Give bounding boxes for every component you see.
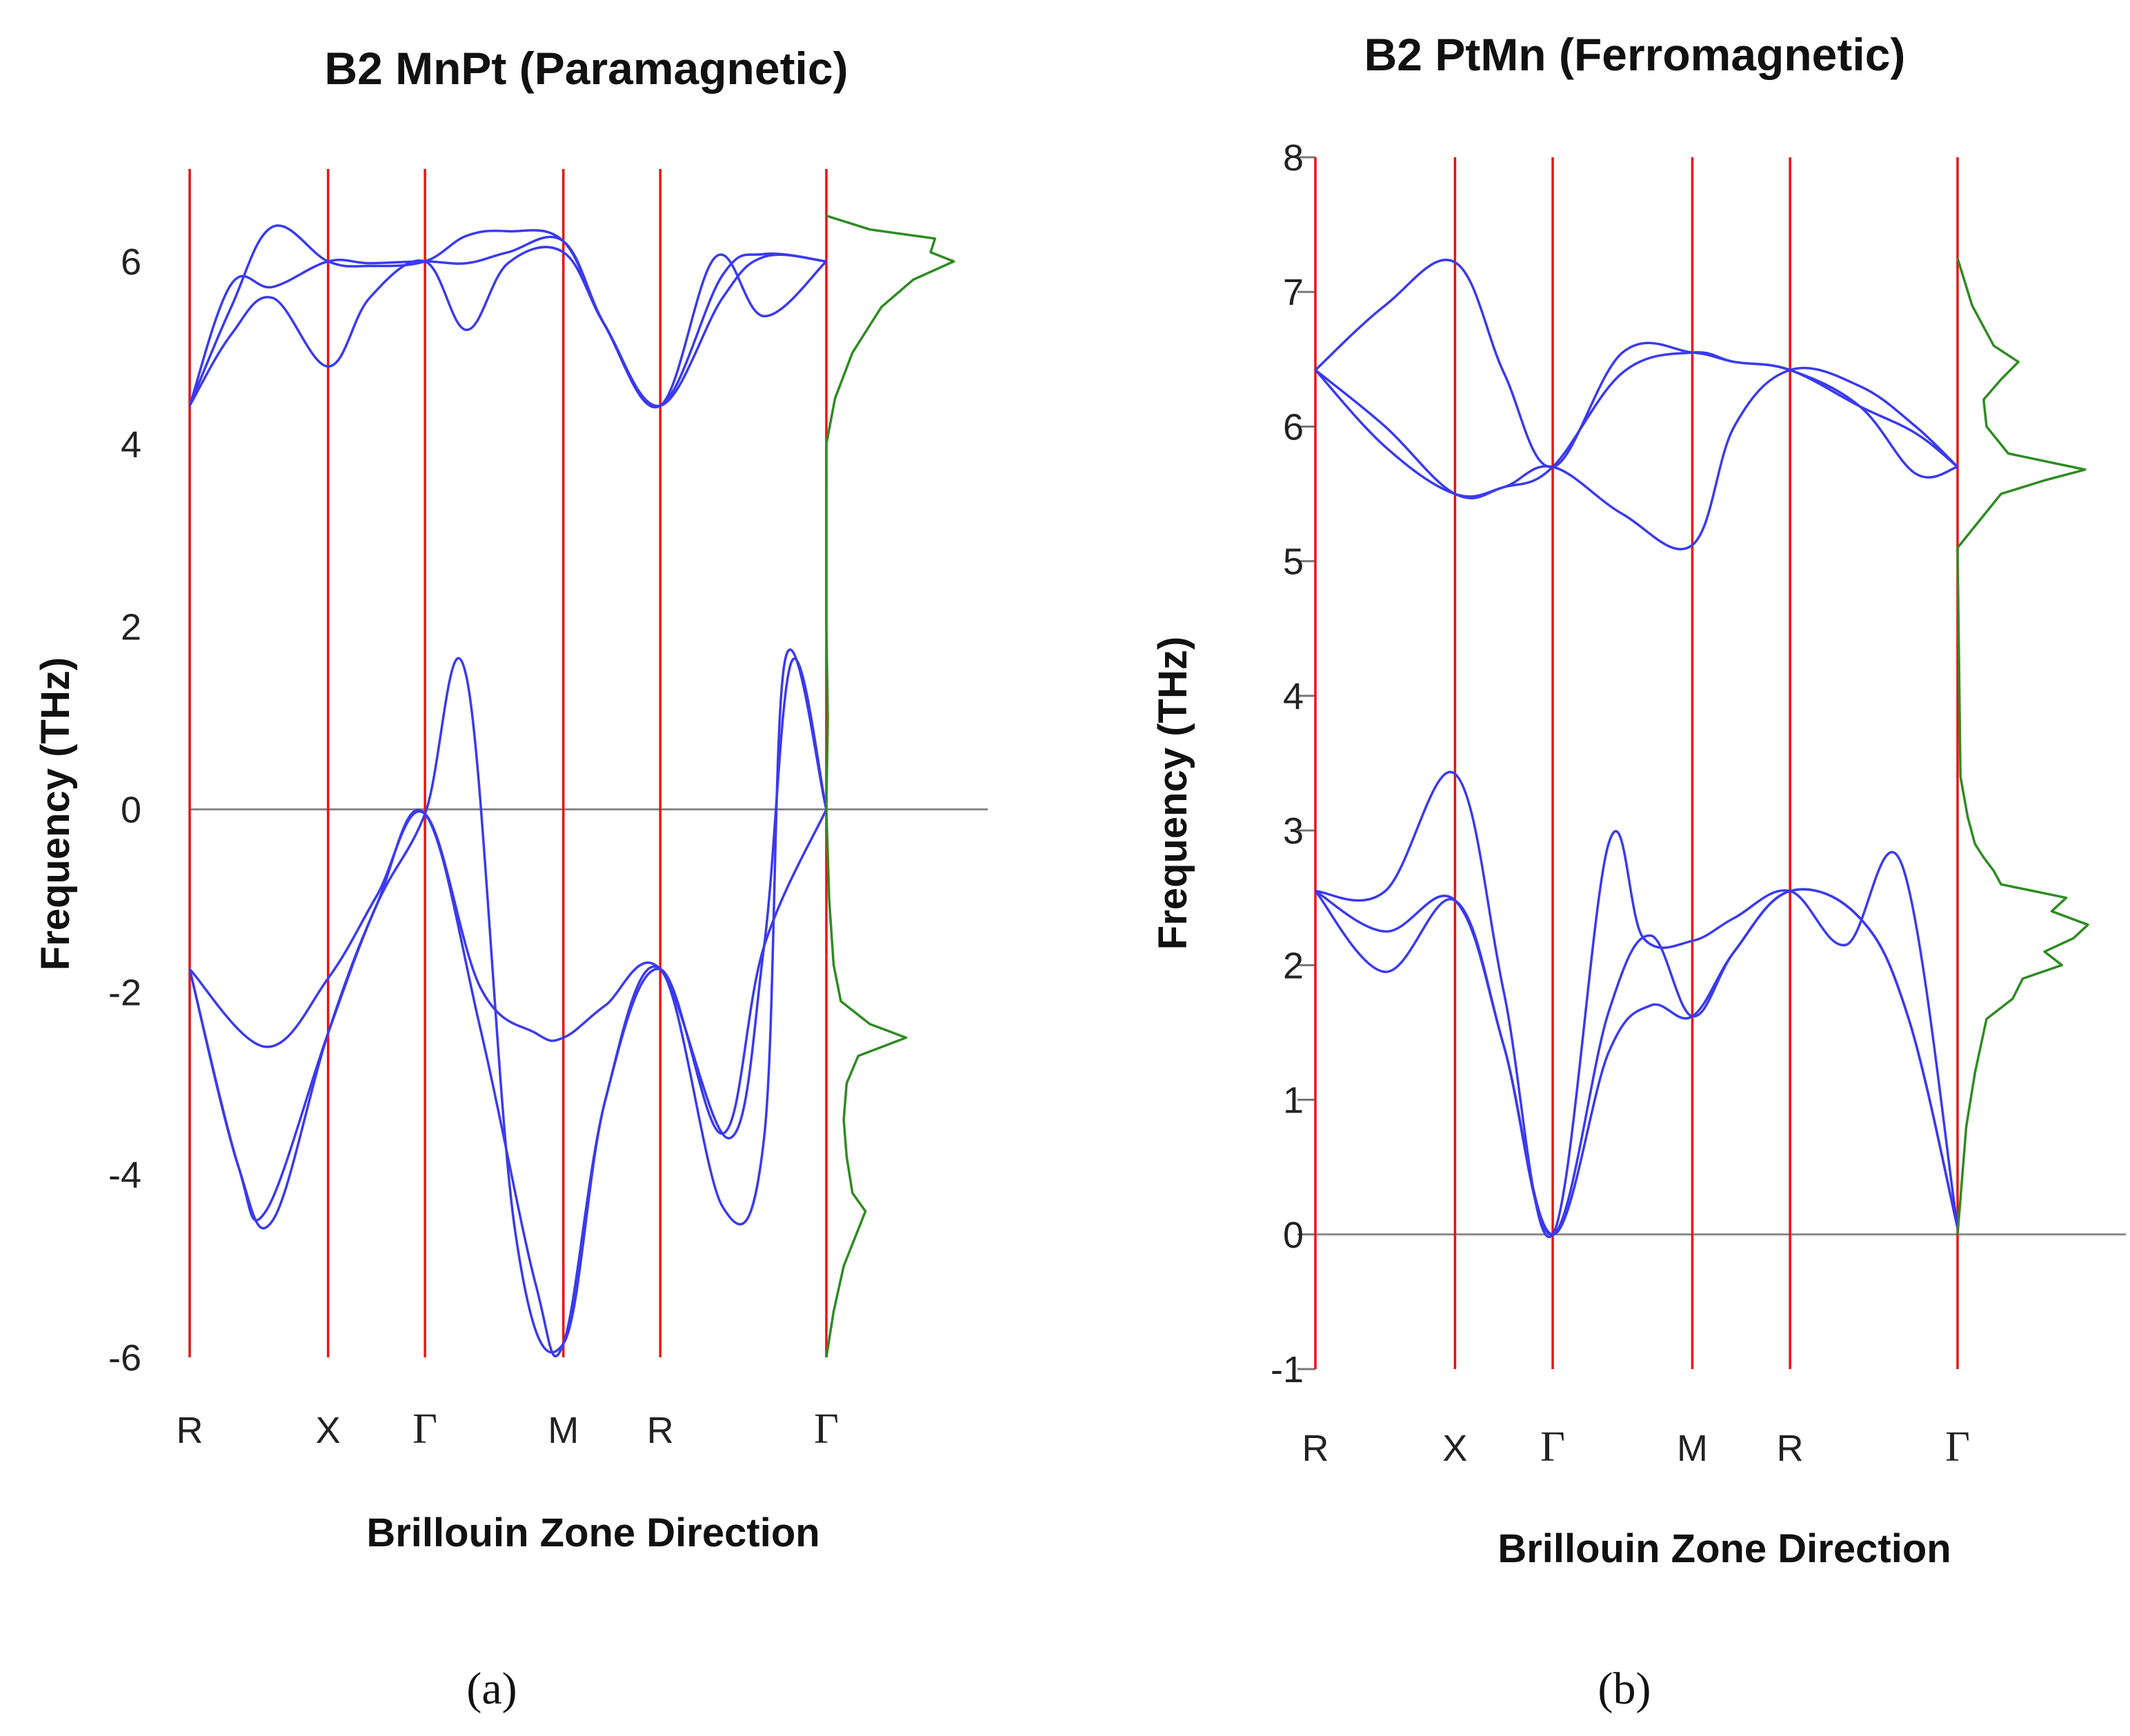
y-tick-label: 0 <box>121 790 141 831</box>
y-tick-label: 4 <box>121 424 141 466</box>
panel-b-subplot-label-text: (b) <box>1598 1664 1651 1714</box>
panel-a-subplot-label: (a) <box>466 1664 517 1714</box>
y-tick-label: 6 <box>121 241 141 283</box>
dos-curve <box>825 214 955 1358</box>
y-tick-label: 7 <box>1283 272 1304 313</box>
branch-optical-3 <box>188 246 827 408</box>
y-tick-label: 0 <box>1283 1215 1304 1256</box>
panel-b-title: B2 PtMn (Ferromagnetic) <box>1364 29 1906 80</box>
x-tick-label: Γ <box>814 1406 839 1453</box>
y-tick-label: 4 <box>1283 676 1304 717</box>
y-tick-label: 2 <box>1283 945 1304 986</box>
branch-optical-2 <box>188 224 828 409</box>
dos-curve <box>1956 257 2089 1235</box>
branch-acoustic-2 <box>1315 888 1959 1236</box>
y-tick-label: 2 <box>121 607 141 648</box>
y-tick-label: 5 <box>1283 541 1304 583</box>
branch-acoustic-2 <box>188 657 828 1354</box>
x-tick-label: R <box>647 1410 674 1451</box>
branch-acoustic-3 <box>188 648 828 1358</box>
panel-b-subplot-label: (b) <box>1598 1664 1651 1714</box>
y-tick-label: 3 <box>1283 810 1304 852</box>
panel-a-x-axis-label: Brillouin Zone Direction <box>366 1510 819 1555</box>
panel-a: B2 MnPt (Paramagnetic) Frequency (THz) B… <box>33 43 988 1714</box>
x-tick-label: M <box>1677 1428 1708 1469</box>
x-tick-label: M <box>548 1410 579 1451</box>
y-tick-label: 8 <box>1283 137 1304 179</box>
branch-optical-2 <box>1314 350 1959 498</box>
x-tick-label: R <box>1302 1428 1329 1469</box>
branch-acoustic-3 <box>1314 888 1959 1236</box>
y-tick-label: -4 <box>108 1155 141 1196</box>
x-tick-label: Γ <box>1540 1424 1565 1470</box>
x-tick-label: Γ <box>1945 1424 1970 1470</box>
panel-a-y-axis-label: Frequency (THz) <box>33 657 78 970</box>
x-tick-label: R <box>177 1410 203 1451</box>
panel-a-title: B2 MnPt (Paramagnetic) <box>324 43 848 94</box>
y-tick-label: 1 <box>1283 1080 1304 1121</box>
panel-b-y-axis-label: Frequency (THz) <box>1151 637 1195 950</box>
panel-b: B2 PtMn (Ferromagnetic) Frequency (THz) … <box>1151 29 2126 1714</box>
x-tick-label: X <box>1442 1428 1467 1469</box>
y-tick-label: -2 <box>108 972 141 1013</box>
branch-acoustic-1 <box>188 657 828 1139</box>
branch-acoustic-1 <box>1315 770 1959 1239</box>
branch-optical-1 <box>1314 259 1958 479</box>
branch-optical-1 <box>188 235 827 408</box>
x-tick-label: X <box>316 1410 341 1451</box>
y-tick-label: 6 <box>1283 406 1304 448</box>
panel-a-subplot-label-text: (a) <box>466 1664 517 1714</box>
y-tick-label: -1 <box>1271 1349 1304 1390</box>
panel-b-x-axis-label: Brillouin Zone Direction <box>1497 1526 1951 1571</box>
x-tick-label: Γ <box>412 1406 437 1453</box>
x-tick-label: R <box>1777 1428 1804 1469</box>
y-tick-label: -6 <box>108 1337 141 1379</box>
branch-optical-3 <box>1314 366 1959 550</box>
